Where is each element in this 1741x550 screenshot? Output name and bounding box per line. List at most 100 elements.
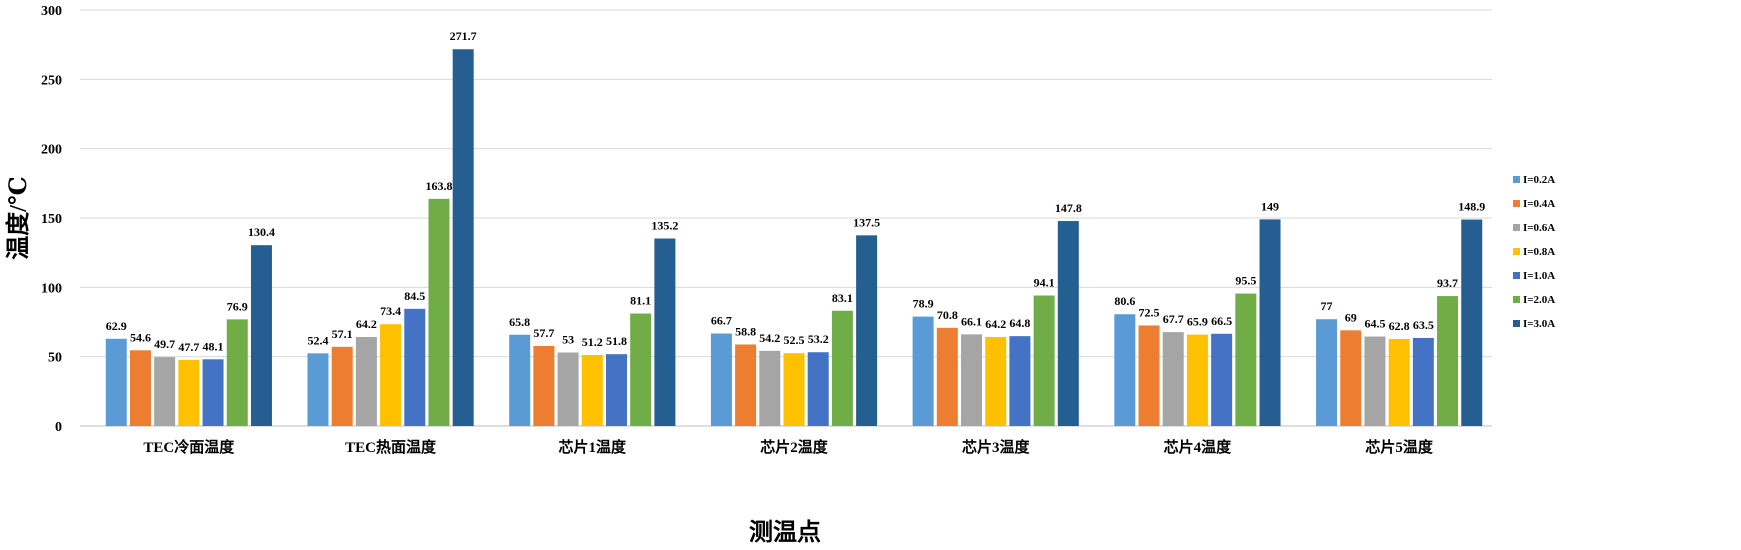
bar xyxy=(1211,333,1233,426)
bar xyxy=(856,235,878,426)
data-label: 58.8 xyxy=(735,324,756,338)
data-label: 78.9 xyxy=(913,297,934,311)
legend-swatch xyxy=(1513,248,1520,255)
x-tick-label: 芯片1温度 xyxy=(559,438,628,456)
data-label: 65.9 xyxy=(1187,315,1208,329)
legend-label: I=0.4A xyxy=(1523,198,1555,210)
legend-swatch xyxy=(1513,200,1520,207)
bar xyxy=(154,357,176,426)
bar xyxy=(557,352,579,426)
x-tick-label: 芯片2温度 xyxy=(760,438,829,456)
bar xyxy=(735,344,757,426)
bar xyxy=(380,324,402,426)
bar xyxy=(129,350,151,426)
bar xyxy=(1412,337,1434,426)
x-tick-label: 芯片5温度 xyxy=(1365,438,1434,456)
data-label: 62.8 xyxy=(1389,319,1410,333)
data-label: 54.2 xyxy=(759,331,780,345)
bar xyxy=(710,333,732,426)
x-axis-title: 测温点 xyxy=(749,519,821,546)
data-label: 64.2 xyxy=(356,317,377,331)
bar xyxy=(783,353,805,426)
data-label: 66.1 xyxy=(961,314,982,328)
bar xyxy=(452,49,474,426)
bar xyxy=(509,334,531,426)
data-label: 54.6 xyxy=(130,330,151,344)
legend-swatch xyxy=(1513,272,1520,279)
bar xyxy=(961,334,983,426)
bar xyxy=(355,336,377,426)
legend-label: I=1.0A xyxy=(1523,270,1555,282)
bar xyxy=(831,310,853,426)
bar xyxy=(936,327,958,426)
data-label: 163.8 xyxy=(425,179,452,193)
bar xyxy=(1057,221,1079,426)
data-label: 47.7 xyxy=(178,340,199,354)
data-label: 66.5 xyxy=(1211,314,1232,328)
data-label: 93.7 xyxy=(1437,276,1458,290)
bar xyxy=(1364,336,1386,426)
bar xyxy=(1235,293,1257,426)
bar xyxy=(428,198,450,426)
bar xyxy=(1186,334,1208,426)
bar xyxy=(307,353,329,426)
legend-label: I=0.6A xyxy=(1523,222,1555,234)
bar xyxy=(1437,296,1459,426)
bar xyxy=(105,338,127,426)
data-label: 147.8 xyxy=(1055,201,1082,215)
legend-swatch xyxy=(1513,320,1520,327)
y-tick-label: 50 xyxy=(48,351,62,366)
data-label: 62.9 xyxy=(106,319,127,333)
data-label: 83.1 xyxy=(832,291,853,305)
bar xyxy=(178,359,200,426)
bar xyxy=(581,355,603,426)
bar xyxy=(1259,219,1281,426)
legend-label: I=2.0A xyxy=(1523,294,1555,306)
data-label: 70.8 xyxy=(937,308,958,322)
legend-swatch xyxy=(1513,176,1520,183)
x-tick-label: 芯片3温度 xyxy=(962,438,1031,456)
data-label: 135.2 xyxy=(651,219,678,233)
bar xyxy=(1340,330,1362,426)
data-label: 94.1 xyxy=(1034,276,1055,290)
bar xyxy=(1461,219,1483,426)
data-label: 84.5 xyxy=(404,289,425,303)
bar xyxy=(404,308,426,426)
data-label: 73.4 xyxy=(380,304,401,318)
data-label: 63.5 xyxy=(1413,318,1434,332)
data-label: 64.8 xyxy=(1009,316,1030,330)
data-label: 81.1 xyxy=(630,294,651,308)
bar xyxy=(1009,336,1031,426)
bar xyxy=(807,352,829,426)
legend-label: I=0.2A xyxy=(1523,174,1555,186)
bar xyxy=(985,336,1007,426)
data-label: 149 xyxy=(1261,199,1279,213)
y-tick-label: 300 xyxy=(41,4,62,19)
y-tick-label: 150 xyxy=(41,212,62,227)
bar xyxy=(1162,332,1184,426)
bar xyxy=(226,319,248,426)
bar xyxy=(1388,338,1410,426)
legend-label: I=0.8A xyxy=(1523,246,1555,258)
data-label: 148.9 xyxy=(1458,200,1485,214)
data-label: 64.2 xyxy=(985,317,1006,331)
data-label: 72.5 xyxy=(1139,305,1160,319)
bar xyxy=(1033,295,1055,426)
data-label: 49.7 xyxy=(154,337,175,351)
data-label: 64.5 xyxy=(1364,317,1385,331)
y-tick-label: 100 xyxy=(41,281,62,296)
x-axis-ticks: TEC冷面温度 TEC热面温度 芯片1温度 芯片2温度 芯片3温度 芯片4温度 芯片5温度 xyxy=(143,438,1433,456)
x-tick-label: TEC冷面温度 xyxy=(143,438,235,456)
x-tick-label: TEC热面温度 xyxy=(345,438,437,456)
bar xyxy=(759,350,781,426)
y-axis-title: 温度/℃ xyxy=(4,176,32,259)
bar xyxy=(533,345,555,426)
legend-label: I=3.0A xyxy=(1523,318,1555,330)
data-label: 52.4 xyxy=(307,333,328,347)
y-tick-label: 200 xyxy=(41,143,62,158)
bar xyxy=(605,354,627,426)
bar xyxy=(630,313,652,426)
bar xyxy=(1114,314,1136,426)
data-label: 80.6 xyxy=(1114,294,1135,308)
